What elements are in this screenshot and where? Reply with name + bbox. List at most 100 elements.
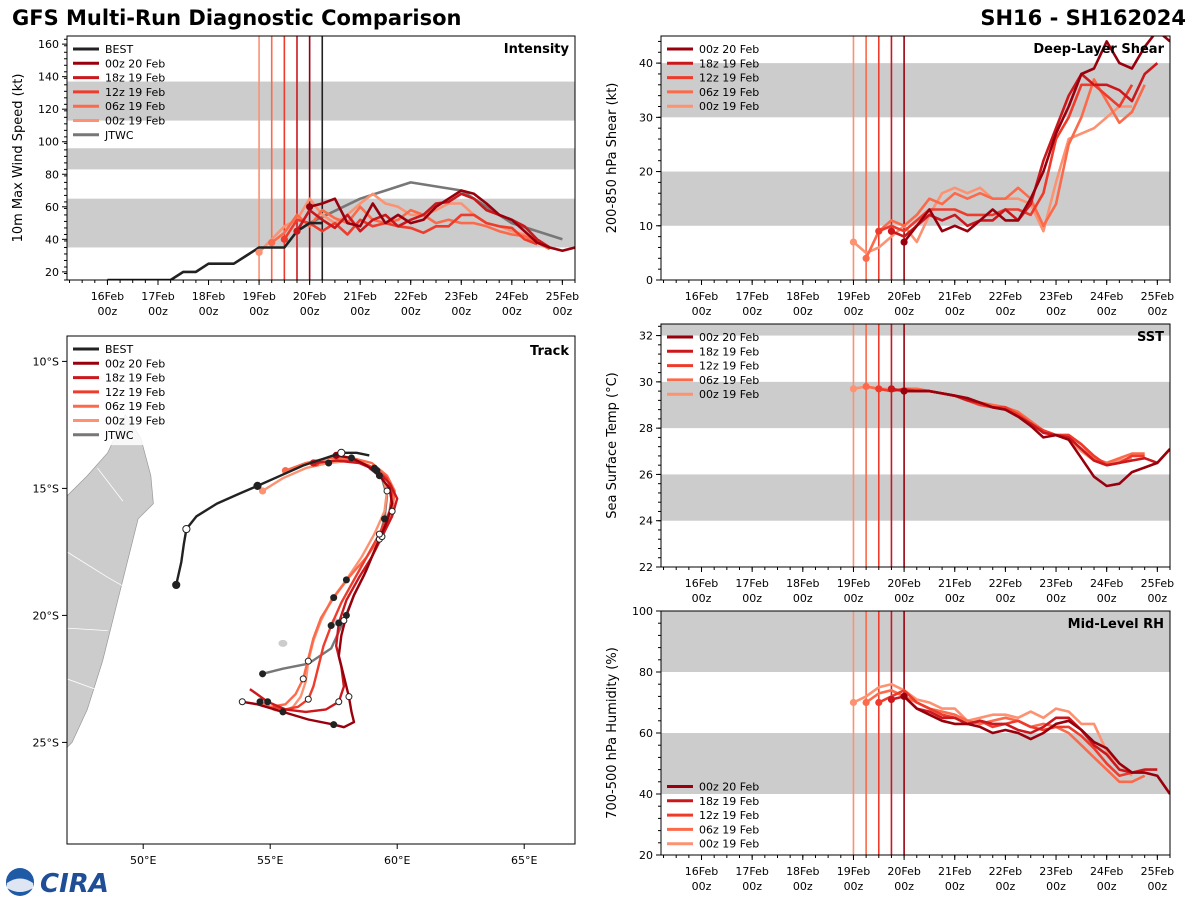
sst-xtick-label-time: 00z bbox=[692, 592, 712, 605]
shear-legend-label-18z-19-feb: 18z 19 Feb bbox=[699, 57, 759, 70]
shear-xtick-label-time: 00z bbox=[793, 305, 813, 318]
rh-series-00z-19-feb bbox=[852, 682, 1133, 777]
intensity-xtick-label-time: 00z bbox=[300, 305, 320, 318]
sst-legend-label-00z-20-feb: 00z 20 Feb bbox=[699, 331, 759, 344]
shear-frame bbox=[660, 35, 1171, 281]
track-day-marker bbox=[330, 721, 338, 729]
shear-legend-label-12z-19-feb: 12z 19 Feb bbox=[699, 72, 759, 85]
intensity-ytick-label: 120 bbox=[38, 103, 59, 116]
sst-xtick-label: 25Feb bbox=[1141, 577, 1174, 590]
intensity-ytick-label: 40 bbox=[45, 233, 59, 246]
sst-legend-label-06z-19-feb: 06z 19 Feb bbox=[699, 374, 759, 387]
sst-init-point-06z-19-feb bbox=[862, 382, 870, 391]
intensity-legend-label-00z-20-feb: 00z 20 Feb bbox=[105, 57, 165, 70]
intensity-xtick-label: 19Feb bbox=[242, 290, 275, 303]
track-series-00z-20-feb bbox=[242, 454, 394, 729]
intensity-legend-label-00z-19-feb: 00z 19 Feb bbox=[105, 115, 165, 128]
track-day-marker bbox=[335, 698, 343, 706]
intensity-xtick-label-time: 00z bbox=[552, 305, 572, 318]
shear-init-point-00z-19-feb bbox=[849, 238, 858, 246]
sst-band-2 bbox=[661, 324, 1170, 336]
intensity-xtick-label: 18Feb bbox=[192, 290, 225, 303]
intensity-xtick-label-time: 00z bbox=[98, 305, 118, 318]
track-series-18z-19-feb bbox=[249, 459, 399, 714]
sst-xtick-label: 22Feb bbox=[989, 577, 1022, 590]
track-best-marker bbox=[253, 481, 262, 490]
rh-series-00z-20-feb bbox=[903, 695, 1170, 795]
track-best-marker bbox=[182, 524, 191, 534]
track-day-marker bbox=[327, 622, 335, 630]
intensity-init-point-06z-19-feb bbox=[268, 238, 276, 247]
intensity-xtick-label: 16Feb bbox=[91, 290, 124, 303]
sst-xtick-label-time: 00z bbox=[742, 592, 762, 605]
intensity-series-12z-19-feb bbox=[283, 213, 538, 246]
intensity-ylabel: 10m Max Wind Speed (kt) bbox=[11, 74, 26, 243]
intensity-xtick-label: 20Feb bbox=[293, 290, 326, 303]
rh-xtick-label: 17Feb bbox=[735, 865, 768, 878]
track-day-marker bbox=[264, 698, 272, 706]
cira-logo: CIRA bbox=[6, 868, 109, 898]
intensity-legend-label-18z-19-feb: 18z 19 Feb bbox=[105, 72, 165, 85]
sst-panel: 22 24 26 28 30 32 16Feb 00z 17Feb 00z 18Feb 00z 19Fe… bbox=[605, 323, 1174, 605]
rh-band-1 bbox=[661, 611, 1170, 672]
rh-xtick-label-time: 00z bbox=[996, 880, 1016, 893]
sst-xtick-label: 16Feb bbox=[685, 577, 718, 590]
sst-xtick-label: 20Feb bbox=[887, 577, 920, 590]
sst-frame bbox=[660, 323, 1171, 568]
rh-init-point-12z-19-feb bbox=[875, 698, 883, 707]
rh-xtick-label-time: 00z bbox=[945, 880, 965, 893]
intensity-xtick-label: 23Feb bbox=[445, 290, 478, 303]
track-day-marker bbox=[347, 454, 355, 462]
track-day-marker bbox=[388, 507, 396, 515]
track-ytick-label: 10°S bbox=[33, 355, 59, 368]
shear-init-point-00z-20-feb bbox=[900, 238, 908, 246]
track-legend-label-jtwc: JTWC bbox=[104, 429, 134, 442]
track-best-marker bbox=[172, 580, 181, 590]
intensity-xtick-label-time: 00z bbox=[401, 305, 421, 318]
sst-xtick-label-time: 00z bbox=[1147, 592, 1167, 605]
shear-plot-area bbox=[661, 36, 1170, 280]
shear-xtick-label: 17Feb bbox=[735, 290, 768, 303]
sst-ytick-label: 22 bbox=[639, 561, 653, 574]
intensity-xtick-label-time: 00z bbox=[199, 305, 219, 318]
track-legend-label-06z-19-feb: 06z 19 Feb bbox=[105, 400, 165, 413]
intensity-ytick-label: 160 bbox=[38, 38, 59, 51]
track-day-marker bbox=[325, 459, 333, 467]
sst-ytick-label: 28 bbox=[639, 422, 653, 435]
track-series-best bbox=[175, 451, 370, 586]
intensity-legend-label-06z-19-feb: 06z 19 Feb bbox=[105, 100, 165, 113]
track-day-marker bbox=[340, 616, 348, 624]
rh-init-point-00z-19-feb bbox=[849, 698, 858, 707]
intensity-series-00z-20-feb bbox=[309, 189, 575, 252]
sst-xtick-label-time: 00z bbox=[894, 592, 914, 605]
track-day-marker bbox=[256, 698, 264, 706]
track-day-marker bbox=[345, 693, 353, 701]
rh-legend-label-06z-19-feb: 06z 19 Feb bbox=[699, 823, 759, 836]
sst-xtick-label-time: 00z bbox=[945, 592, 965, 605]
shear-xtick-label: 19Feb bbox=[837, 290, 870, 303]
sst-xtick-label: 18Feb bbox=[786, 577, 819, 590]
track-frame bbox=[66, 335, 576, 845]
intensity-init-point-12z-19-feb bbox=[280, 235, 288, 243]
rh-ytick-label: 100 bbox=[632, 605, 653, 618]
shear-xtick-label-time: 00z bbox=[742, 305, 762, 318]
sst-xtick-label-time: 00z bbox=[793, 592, 813, 605]
shear-xtick-label: 25Feb bbox=[1141, 290, 1174, 303]
track-day-marker bbox=[304, 657, 312, 665]
intensity-ytick-label: 80 bbox=[45, 168, 59, 181]
intensity-init-point-18z-19-feb bbox=[293, 227, 301, 235]
shear-legend-label-00z-19-feb: 00z 19 Feb bbox=[699, 100, 759, 113]
sst-xtick-label-time: 00z bbox=[1046, 592, 1066, 605]
sst-legend-label-00z-19-feb: 00z 19 Feb bbox=[699, 388, 759, 401]
shear-ytick-label: 0 bbox=[646, 274, 653, 287]
track-xtick-label: 50°E bbox=[130, 854, 156, 867]
rh-ytick-label: 80 bbox=[639, 666, 653, 679]
track-day-marker bbox=[330, 594, 338, 602]
intensity-series-best bbox=[107, 221, 323, 280]
rh-ytick-label: 60 bbox=[639, 727, 653, 740]
intensity-xtick-label: 22Feb bbox=[394, 290, 427, 303]
intensity-frame bbox=[66, 35, 576, 281]
intensity-xtick-label-time: 00z bbox=[502, 305, 522, 318]
intensity-init-point-00z-19-feb bbox=[255, 248, 263, 256]
